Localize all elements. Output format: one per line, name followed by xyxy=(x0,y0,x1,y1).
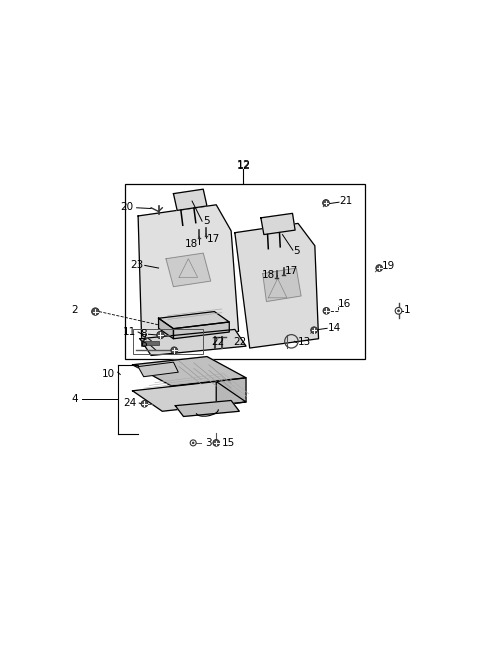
Polygon shape xyxy=(132,357,246,386)
Polygon shape xyxy=(175,400,240,417)
Circle shape xyxy=(323,199,329,206)
Polygon shape xyxy=(261,213,295,235)
Polygon shape xyxy=(173,322,229,338)
Polygon shape xyxy=(263,268,301,302)
Circle shape xyxy=(92,308,99,316)
Circle shape xyxy=(190,440,196,446)
Text: 15: 15 xyxy=(222,438,235,448)
Circle shape xyxy=(171,347,178,354)
Text: 8: 8 xyxy=(140,329,147,339)
Bar xyxy=(132,329,203,354)
Circle shape xyxy=(311,327,317,333)
Text: 11: 11 xyxy=(122,327,136,337)
Text: 18: 18 xyxy=(262,270,275,279)
Text: 5: 5 xyxy=(294,246,300,256)
Circle shape xyxy=(192,442,194,443)
Polygon shape xyxy=(158,318,173,338)
Polygon shape xyxy=(158,312,229,329)
Circle shape xyxy=(156,331,164,338)
Bar xyxy=(141,340,159,344)
Text: 16: 16 xyxy=(338,300,351,310)
Bar xyxy=(125,184,365,359)
Text: 17: 17 xyxy=(285,266,298,276)
Polygon shape xyxy=(166,253,211,287)
Text: 12: 12 xyxy=(236,160,251,170)
Polygon shape xyxy=(173,189,207,211)
Polygon shape xyxy=(132,382,246,411)
Polygon shape xyxy=(140,329,246,356)
Circle shape xyxy=(213,440,219,446)
Text: 10: 10 xyxy=(102,369,115,379)
Text: 6: 6 xyxy=(140,339,147,349)
Text: 22: 22 xyxy=(233,337,247,346)
Circle shape xyxy=(395,308,402,314)
Text: 22: 22 xyxy=(212,337,225,346)
Text: 7: 7 xyxy=(140,334,147,344)
Text: 21: 21 xyxy=(340,196,353,207)
Text: 19: 19 xyxy=(382,261,396,271)
Text: 14: 14 xyxy=(328,323,341,333)
Text: 5: 5 xyxy=(203,216,209,226)
Text: 2: 2 xyxy=(71,305,78,315)
Text: 20: 20 xyxy=(120,202,133,212)
Text: 17: 17 xyxy=(207,234,221,244)
Text: 13: 13 xyxy=(297,337,311,348)
Text: 3: 3 xyxy=(205,438,212,448)
Text: 4: 4 xyxy=(71,394,78,404)
Polygon shape xyxy=(216,378,246,405)
Text: 12: 12 xyxy=(236,161,251,171)
Circle shape xyxy=(141,400,148,407)
Polygon shape xyxy=(138,205,239,346)
Text: 1: 1 xyxy=(404,305,411,315)
Text: 23: 23 xyxy=(131,260,144,270)
Circle shape xyxy=(397,310,399,312)
Polygon shape xyxy=(138,362,178,377)
Text: 18: 18 xyxy=(185,239,198,249)
Circle shape xyxy=(376,264,383,272)
Text: 24: 24 xyxy=(123,398,137,408)
Polygon shape xyxy=(235,224,319,348)
Circle shape xyxy=(323,308,330,314)
